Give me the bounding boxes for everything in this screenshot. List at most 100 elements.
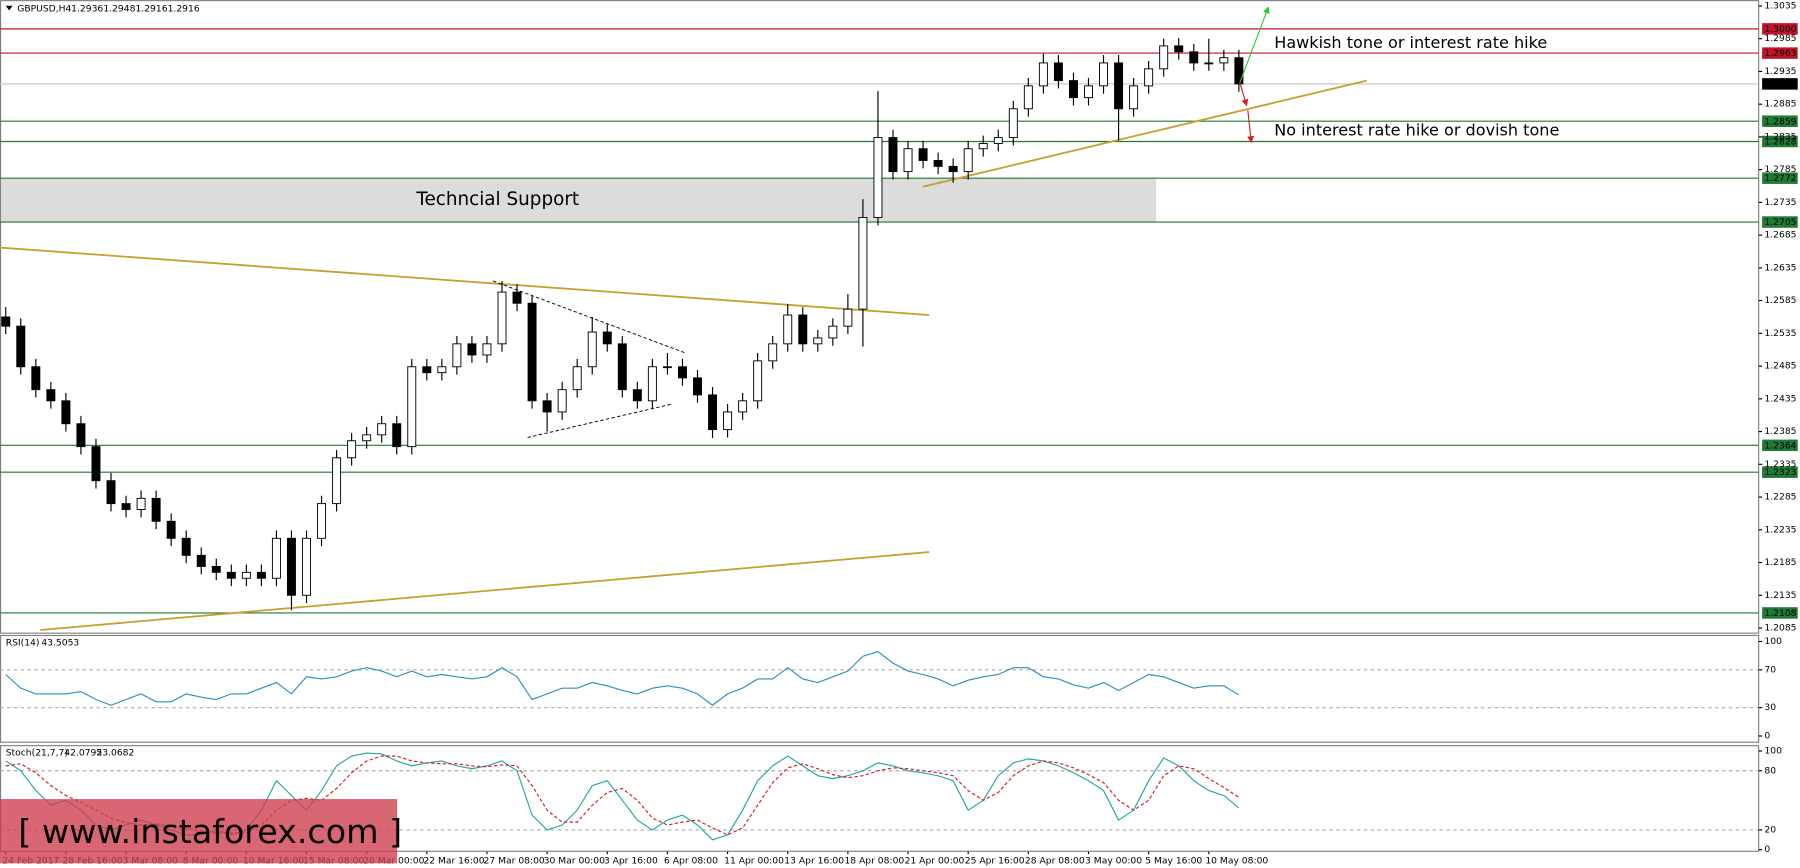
watermark-box [0,799,398,864]
watermark: [ www.instaforex.com ] [18,812,402,851]
candle-body [918,148,928,161]
candle-body [196,554,206,567]
x-tick-label: 13 Apr 16:00 [784,856,844,867]
y-tick-label: 0 [1764,730,1770,741]
candle-body [798,314,808,345]
candle-body [151,497,161,522]
x-tick-label: 28 Apr 08:00 [1025,856,1085,867]
candle-body [662,366,672,369]
candle-body [693,377,702,396]
candle-body [1023,85,1033,110]
y-tick-label: 100 [1764,636,1782,647]
candle-body [1159,45,1169,70]
candle-body [136,497,146,510]
x-tick-label: 25 Apr 16:00 [965,856,1025,867]
panel-frame [0,634,1760,743]
level-label: 1.3000 [1764,24,1796,35]
candle-body [1053,62,1063,82]
y-tick-label: 1.2785 [1764,164,1796,175]
indicator-line [5,651,1240,706]
x-tick-label: 3 May 00:00 [1085,856,1142,867]
candle-body [647,366,657,402]
x-tick-label: 6 Apr 08:00 [664,856,718,867]
level-tag [1762,607,1798,619]
level-tag [1762,78,1798,90]
y-tick-label: 1.2185 [1764,557,1796,568]
ohlc-open: 1.2936 [71,4,103,15]
candle-body [347,440,357,459]
ohlc-high: 1.2948 [103,4,135,15]
annotation: No interest rate hike or dovish tone [1274,120,1559,139]
trend-line [922,79,1367,188]
candle-body [602,331,612,345]
y-tick-label: 1.2285 [1764,492,1796,503]
candle-body [708,394,718,431]
candle-body [1008,108,1018,139]
y-tick-label: 1.2135 [1764,590,1796,601]
candle-body [241,571,251,579]
rsi-name: RSI(14) [6,637,40,648]
y-tick-label: 80 [1764,765,1776,776]
candle-body [31,366,41,391]
candle-body [1219,57,1229,64]
candle-body [121,503,131,510]
y-tick-label: 1.2735 [1764,197,1796,208]
y-tick-label: 1.2485 [1764,361,1796,372]
trend-line [0,246,930,316]
candle-body [933,160,943,167]
candle-body [527,302,537,402]
y-tick-label: 1.2335 [1764,459,1796,470]
candle-body [16,325,26,368]
y-tick-label: 0 [1764,844,1770,855]
level-label: 1.2859 [1764,116,1796,127]
x-tick-label: 27 Mar 08:00 [484,856,545,867]
candle-body [271,537,281,579]
candle-body [512,291,522,304]
y-tick-label: 1.2385 [1764,426,1796,437]
candle-body [286,537,296,596]
x-tick-label: 18 Apr 08:00 [844,856,904,867]
ohlc-low: 1.2916 [135,4,167,15]
candle-body [963,148,973,173]
candle-body [632,389,642,402]
candle-body [407,366,417,448]
x-tick-label: 3 Apr 16:00 [604,856,658,867]
candle-body [181,537,191,556]
candle-body [1068,80,1078,99]
level-tag [1762,115,1798,127]
y-tick-label: 1.3035 [1764,0,1796,11]
candle-body [1084,85,1093,99]
stoch-main: 42.0792 [64,748,102,759]
y-tick-label: 1.2585 [1764,295,1796,306]
level-label: 1.2772 [1764,173,1796,184]
y-tick-label: 1.2535 [1764,328,1796,339]
candle-body [106,480,116,505]
candle-body [226,571,236,579]
arrow-up [1239,6,1270,83]
y-tick-label: 20 [1764,824,1776,835]
ohlc-close: 1.2916 [168,4,200,15]
arrow-down [1247,110,1255,144]
level-tag [1762,466,1798,478]
candle-body [497,291,507,345]
level-tag [1762,439,1798,452]
candle-body [452,343,462,368]
x-tick-label: 5 May 16:00 [1145,856,1202,867]
candle-body [1189,51,1199,64]
indicator-line [5,755,1240,836]
candle-body [813,337,823,345]
stoch-name: Stoch(21,7,7) [6,748,68,759]
candle-body [377,423,387,436]
candle-body [542,400,552,413]
rsi-value: 43.5053 [41,637,79,648]
candle-body [738,400,748,413]
candle-body [317,503,327,539]
y-tick-label: 1.2835 [1764,131,1796,142]
candle-body [61,400,71,425]
level-label: 1.2323 [1764,467,1796,478]
trend-line [40,551,930,631]
y-tick-label: 1.2685 [1764,230,1796,241]
